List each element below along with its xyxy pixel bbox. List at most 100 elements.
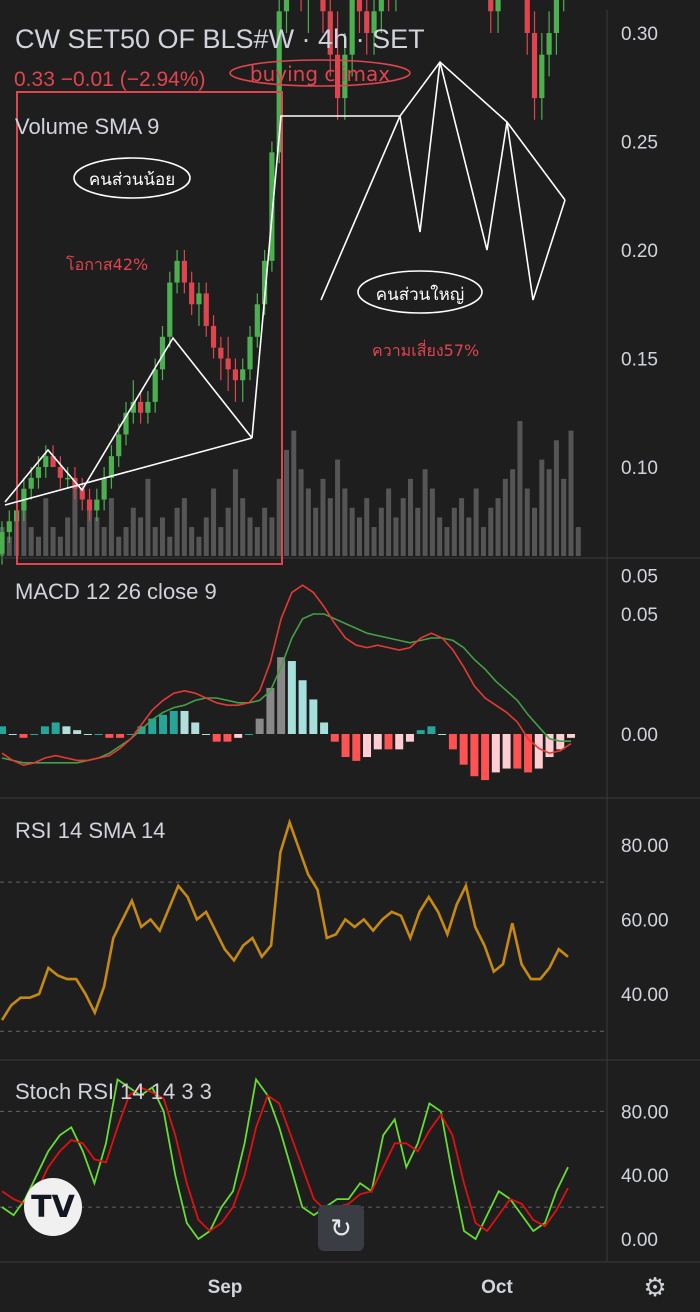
volume-bar [327,498,333,556]
candle-body [247,336,253,370]
volume-pane-title: Volume SMA 9 [15,114,160,139]
volume-bar [276,478,282,556]
candle-body [349,0,355,55]
volume-bar [240,498,246,556]
volume-bar [269,517,275,556]
macd-histogram-bar [116,734,125,738]
minority-ellipse [73,157,191,199]
macd-histogram-bar [94,734,103,735]
macd-histogram-bar [126,734,135,735]
volume-bar [400,498,406,556]
volume-bar [437,517,443,556]
volume-bar [473,488,479,556]
rsi-axis-tick: 40.00 [621,985,669,1006]
price-change-row: 0.33 −0.01 (−2.94%) [14,68,206,92]
macd-histogram-bar [502,734,511,769]
price-axis-tick: 0.10 [621,458,658,479]
candle-body [174,260,180,283]
rsi-line [0,818,569,1021]
candle-body [181,260,187,283]
macd-histogram-bar [287,661,296,734]
stoch-axis-tick: 40.00 [621,1166,669,1187]
volume-bar [502,478,508,556]
macd-histogram-bar [491,734,500,773]
volume-bar [524,488,530,556]
volume-bar [152,527,158,556]
tradingview-logo-icon[interactable]: TV [24,1178,82,1236]
volume-bar [57,536,63,556]
highlight-box [16,91,283,565]
trendline-lower [4,437,253,506]
candle-body [342,54,348,99]
volume-bar [553,440,559,556]
volume-bar [130,507,136,556]
macd-histogram-bar [266,687,275,734]
volume-bar [203,517,209,556]
macd-histogram-bar [470,734,479,777]
macd-histogram-bar [534,734,543,769]
price-axis-tick: 0.30 [621,24,658,45]
volume-bar [488,507,494,556]
majority-ellipse [357,270,483,314]
candle-body [262,260,268,305]
candle-body [225,358,231,370]
reset-chart-button[interactable]: ↻ [318,1205,364,1251]
volume-bar [167,536,173,556]
chart-title: CW SET50 OF BLS#W · 4h · SET [15,24,425,54]
volume-bar [320,478,326,556]
candle-body [269,152,275,261]
volume-bar [349,507,355,556]
volume-bar [211,488,217,556]
time-axis-tick: Oct [481,1277,513,1298]
candle-body [6,521,12,533]
volume-bar [393,517,399,556]
candle-body [57,467,63,478]
volume-bar [94,517,100,556]
macd-histogram-bar [352,734,361,761]
candle-body [65,477,71,480]
macd-histogram-bar [159,714,168,734]
candle-body [334,54,341,99]
volume-bar [444,527,450,556]
volume-bar [35,536,41,556]
volume-bar [87,507,93,556]
candle-body [189,282,195,305]
candle-body [364,11,370,34]
macd-histogram-bar [234,734,243,738]
majority-label: คนส่วนใหญ่ [376,284,465,305]
volume-bar [575,527,581,556]
volume-bar [159,517,165,556]
risk-label: ความเสี่ยง57% [372,339,479,360]
volume-bar [123,527,129,556]
macd-histogram-bar [105,734,114,738]
macd-histogram-bar [373,734,382,750]
macd-histogram-bar [384,734,393,750]
macd-histogram-bar [212,734,221,742]
volume-bar [568,430,574,556]
candle-body [553,0,560,34]
macd-histogram-bar [481,734,490,781]
macd-histogram-bar [277,657,286,734]
candle-body [283,0,290,12]
volume-bar [313,507,319,556]
macd-axis-tick: 0.05 [621,605,658,626]
candle-body [378,0,384,12]
volume-bar [72,488,78,556]
volume-bar [65,517,71,556]
candle-body [130,401,136,413]
macd-histogram-bar [148,718,157,734]
volume-bar [6,536,12,556]
volume-bar [108,498,114,556]
macd-histogram-bar [40,726,49,734]
macd-histogram-bar [309,699,318,734]
macd-histogram-bar [427,726,436,734]
volume-bar [386,488,392,556]
volume-bar [539,459,545,556]
macd-axis-tick: 0.00 [621,725,658,746]
volume-bar [218,527,224,556]
settings-gear-icon[interactable]: ⚙ [643,1271,667,1302]
candle-body [86,499,93,511]
candle-body [43,456,49,467]
volume-bar [181,498,187,556]
